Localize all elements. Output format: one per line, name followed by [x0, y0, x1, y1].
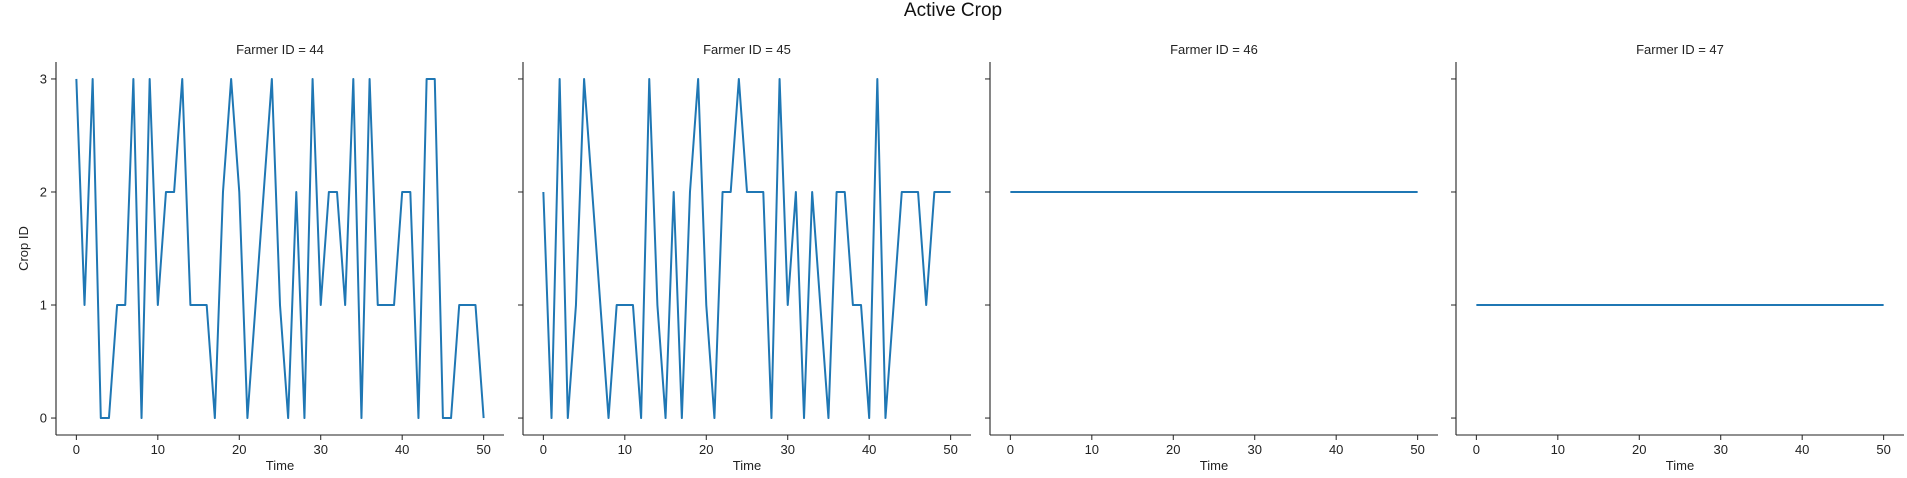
x-tick-label: 0 [1473, 442, 1480, 457]
x-tick-label: 10 [1551, 442, 1565, 457]
x-axis-label: Time [1200, 458, 1228, 473]
y-tick-label: 3 [40, 71, 47, 86]
facet-panel-3: Farmer ID = 46 0 10 20 30 40 50 Time [985, 42, 1438, 473]
x-tick-label: 40 [1795, 442, 1809, 457]
y-axis-label: Crop ID [16, 226, 31, 271]
x-axis-label: Time [1666, 458, 1694, 473]
panel-title: Farmer ID = 44 [236, 42, 324, 57]
x-tick-label: 0 [1007, 442, 1014, 457]
x-tick-label: 30 [780, 442, 794, 457]
x-tick-label: 30 [1247, 442, 1261, 457]
x-tick-label: 20 [1166, 442, 1180, 457]
series-line [542, 77, 951, 420]
x-tick-label: 0 [73, 442, 80, 457]
panel-title: Farmer ID = 45 [703, 42, 791, 57]
x-axis-label: Time [733, 458, 761, 473]
facet-panel-4: Farmer ID = 47 0 10 20 30 40 50 Time [1451, 42, 1904, 473]
x-tick-label: 10 [618, 442, 632, 457]
x-tick-label: 50 [476, 442, 490, 457]
y-tick-label: 1 [40, 298, 47, 313]
series-line [75, 77, 485, 420]
x-tick-label: 0 [540, 442, 547, 457]
x-tick-label: 40 [395, 442, 409, 457]
x-tick-label: 10 [151, 442, 165, 457]
x-axis-label: Time [266, 458, 294, 473]
x-tick-label: 20 [232, 442, 246, 457]
x-tick-label: 50 [1410, 442, 1424, 457]
x-tick-label: 50 [943, 442, 957, 457]
x-tick-label: 10 [1085, 442, 1099, 457]
y-tick-label: 2 [40, 184, 47, 199]
x-tick-label: 50 [1876, 442, 1890, 457]
figure-title: Active Crop [904, 0, 1002, 21]
panel-title: Farmer ID = 47 [1636, 42, 1724, 57]
x-tick-label: 40 [1329, 442, 1343, 457]
x-tick-label: 20 [1632, 442, 1646, 457]
panel-title: Farmer ID = 46 [1170, 42, 1258, 57]
y-tick-label: 0 [40, 411, 47, 426]
x-tick-label: 30 [1713, 442, 1727, 457]
facet-panel-2: Farmer ID = 45 0 10 20 30 40 50 Time [518, 42, 971, 473]
x-tick-label: 30 [313, 442, 327, 457]
x-tick-label: 40 [862, 442, 876, 457]
x-tick-label: 20 [699, 442, 713, 457]
